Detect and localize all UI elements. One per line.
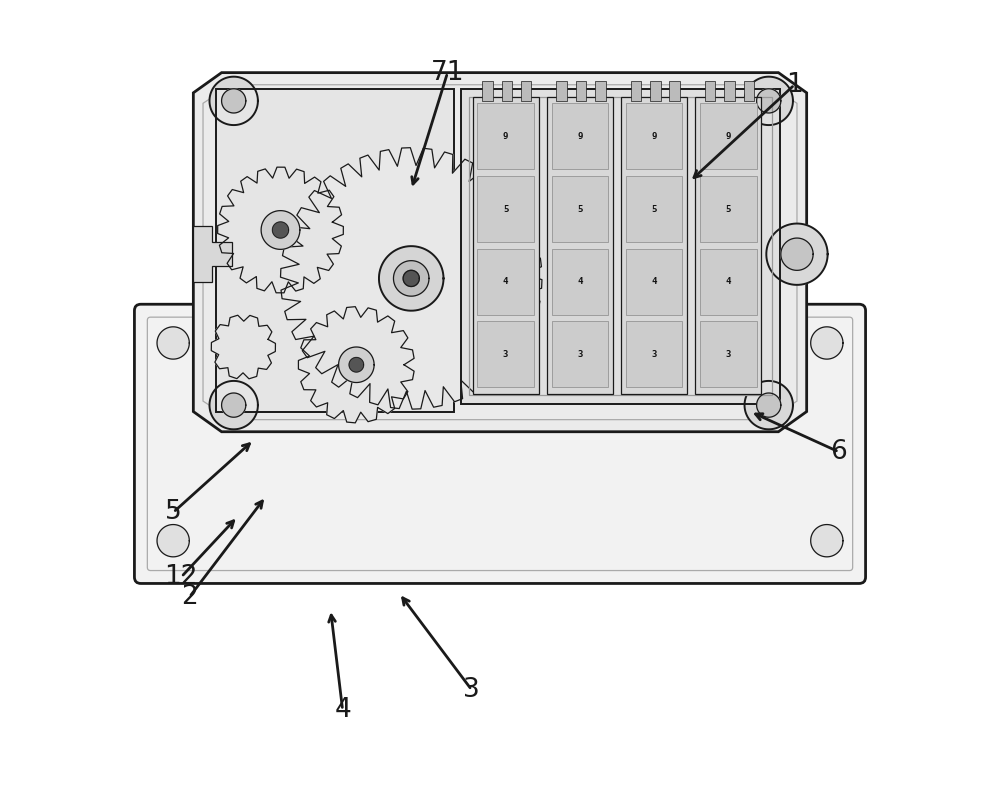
Text: 4: 4 [503, 277, 508, 286]
Polygon shape [745, 381, 793, 429]
Text: 4: 4 [651, 277, 657, 286]
Bar [556, 81, 567, 101]
Bar [482, 81, 493, 101]
Bar [650, 81, 661, 101]
Polygon shape [281, 148, 542, 409]
Polygon shape [209, 381, 258, 429]
Bar [626, 103, 682, 169]
Text: 1: 1 [786, 72, 803, 98]
Polygon shape [211, 316, 275, 378]
Bar [695, 97, 761, 394]
Bar [576, 81, 586, 101]
Polygon shape [339, 347, 374, 383]
Bar [547, 97, 613, 394]
Polygon shape [781, 238, 813, 270]
Bar [744, 81, 754, 101]
Polygon shape [757, 89, 781, 113]
Text: 2: 2 [181, 584, 198, 610]
Polygon shape [379, 246, 444, 311]
Bar [552, 176, 608, 242]
Polygon shape [222, 393, 246, 417]
Polygon shape [393, 261, 429, 296]
Bar [461, 89, 780, 404]
Bar [700, 249, 757, 315]
Bar [705, 81, 715, 101]
Text: 9: 9 [577, 132, 583, 141]
Text: 3: 3 [651, 349, 657, 359]
Text: 9: 9 [503, 132, 508, 141]
Polygon shape [745, 77, 793, 125]
Text: 9: 9 [726, 132, 731, 141]
Bar [552, 249, 608, 315]
Bar [469, 97, 772, 395]
Text: 5: 5 [503, 204, 508, 214]
Bar [626, 321, 682, 387]
Text: 4: 4 [334, 697, 351, 723]
Polygon shape [811, 327, 843, 359]
Bar [631, 81, 641, 101]
FancyBboxPatch shape [134, 304, 866, 583]
Polygon shape [811, 525, 843, 557]
Bar [552, 103, 608, 169]
Bar [700, 321, 757, 387]
Bar [700, 103, 757, 169]
Text: 6: 6 [831, 439, 847, 465]
Bar [724, 81, 735, 101]
Text: 9: 9 [651, 132, 657, 141]
Text: 71: 71 [431, 60, 464, 86]
Bar [502, 81, 512, 101]
Polygon shape [757, 393, 781, 417]
Bar [477, 249, 534, 315]
Bar [521, 81, 531, 101]
Bar [552, 321, 608, 387]
Text: 3: 3 [577, 349, 583, 359]
Polygon shape [157, 327, 189, 359]
Polygon shape [261, 211, 300, 249]
Polygon shape [193, 226, 232, 282]
Polygon shape [272, 222, 289, 238]
Bar [477, 176, 534, 242]
Text: 5: 5 [165, 500, 182, 525]
Polygon shape [403, 270, 419, 286]
Text: 5: 5 [577, 204, 583, 214]
Bar [621, 97, 687, 394]
Text: 3: 3 [503, 349, 508, 359]
Polygon shape [157, 525, 189, 557]
Bar [669, 81, 680, 101]
Text: 3: 3 [726, 349, 731, 359]
Polygon shape [766, 224, 828, 285]
Bar [626, 176, 682, 242]
Bar [700, 176, 757, 242]
Bar [473, 97, 539, 394]
Polygon shape [209, 77, 258, 125]
Bar [595, 81, 606, 101]
Text: 4: 4 [726, 277, 731, 286]
Bar [477, 321, 534, 387]
Polygon shape [349, 358, 364, 372]
Polygon shape [193, 73, 807, 432]
Text: 5: 5 [651, 204, 657, 214]
Text: 3: 3 [463, 677, 480, 703]
Polygon shape [218, 167, 343, 293]
Polygon shape [298, 307, 414, 423]
Bar [477, 103, 534, 169]
Bar [626, 249, 682, 315]
Polygon shape [222, 89, 246, 113]
Bar [216, 89, 454, 412]
Text: 4: 4 [577, 277, 583, 286]
Text: 12: 12 [164, 564, 198, 590]
Text: 5: 5 [726, 204, 731, 214]
